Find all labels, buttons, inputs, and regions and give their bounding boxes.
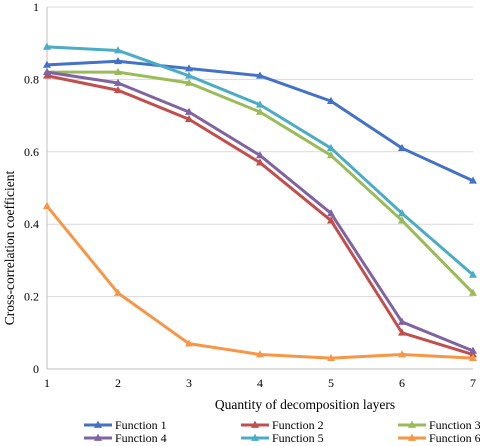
legend-label: Function 3	[429, 418, 480, 432]
data-point	[327, 151, 335, 159]
series-2	[43, 71, 477, 358]
x-tick-label: 1	[44, 376, 50, 390]
data-point	[256, 350, 264, 358]
data-point	[327, 209, 335, 217]
data-point	[398, 317, 406, 325]
y-tick-label: 0.6	[24, 145, 39, 159]
data-point	[185, 64, 193, 72]
legend-marker	[251, 433, 259, 441]
legend-marker	[94, 420, 102, 428]
data-point	[469, 176, 477, 184]
data-point	[398, 328, 406, 336]
data-point	[469, 346, 477, 354]
data-point	[469, 350, 477, 358]
data-point	[43, 201, 51, 209]
series-line	[45, 74, 475, 357]
legend-item: Function 5	[241, 431, 324, 445]
data-point	[185, 339, 193, 347]
y-axis-title: Cross-correlation coefficient	[2, 170, 17, 325]
y-tick-label: 1	[33, 0, 39, 14]
legend-marker	[251, 420, 259, 428]
data-point	[327, 353, 335, 362]
data-point	[43, 71, 51, 79]
data-point	[114, 78, 122, 86]
legend-item: Function 6	[398, 431, 480, 445]
data-point	[327, 96, 335, 104]
legend-marker	[408, 420, 416, 428]
data-point	[256, 107, 264, 115]
series-4	[43, 67, 477, 354]
x-tick-labels: 1 2 3 4 5 6 7	[44, 376, 476, 390]
x-tick-label: 2	[115, 376, 121, 390]
x-tick-label: 3	[186, 376, 192, 390]
legend-label: Function 2	[272, 418, 324, 432]
data-point	[185, 107, 193, 115]
data-point	[114, 288, 122, 296]
data-point	[469, 353, 477, 362]
data-point	[114, 46, 122, 54]
x-axis-title: Quantity of decomposition layers	[215, 397, 395, 412]
y-tick-label: 0	[33, 362, 39, 376]
legend-item: Function 4	[84, 431, 167, 445]
legend-label: Function 6	[429, 431, 480, 445]
y-tick-label: 0.4	[24, 217, 39, 231]
data-point	[256, 158, 264, 166]
data-point	[398, 209, 406, 217]
data-point	[256, 71, 264, 79]
legend-label: Function 1	[115, 418, 167, 432]
data-point	[327, 143, 335, 152]
legend-label: Function 5	[272, 431, 324, 445]
legend-label: Function 4	[115, 431, 167, 445]
legend-item: Function 1	[84, 418, 167, 432]
series-5	[43, 42, 477, 278]
y-tick-labels: 0 0.2 0.4 0.6 0.8 1	[24, 0, 39, 376]
series-lines	[43, 42, 477, 362]
data-point	[43, 60, 51, 68]
data-point	[398, 143, 406, 152]
data-point	[256, 100, 264, 108]
data-point	[398, 350, 406, 358]
data-point	[256, 151, 264, 159]
series-6	[43, 201, 477, 362]
legend: Function 1 Function 2 Function 3 Function 4…	[84, 418, 480, 445]
data-point	[185, 71, 193, 79]
legend-marker	[94, 433, 102, 441]
data-point	[185, 114, 193, 123]
data-point	[327, 216, 335, 224]
data-point	[114, 85, 122, 94]
data-point	[469, 270, 477, 278]
data-point	[469, 288, 477, 296]
y-tick-label: 0.2	[24, 290, 39, 304]
data-point	[43, 67, 51, 76]
legend-item: Function 2	[241, 418, 324, 432]
y-tick-label: 0.8	[24, 72, 39, 86]
x-tick-label: 6	[399, 376, 405, 390]
data-point	[43, 42, 51, 50]
data-point	[185, 78, 193, 86]
data-point	[114, 67, 122, 76]
series-1	[43, 56, 477, 184]
data-point	[114, 56, 122, 65]
x-tick-label: 5	[328, 376, 334, 390]
legend-marker	[408, 433, 416, 441]
x-tick-label: 4	[257, 376, 263, 390]
legend-item: Function 3	[398, 418, 480, 432]
data-point	[398, 216, 406, 224]
x-tick-label: 7	[470, 376, 476, 390]
